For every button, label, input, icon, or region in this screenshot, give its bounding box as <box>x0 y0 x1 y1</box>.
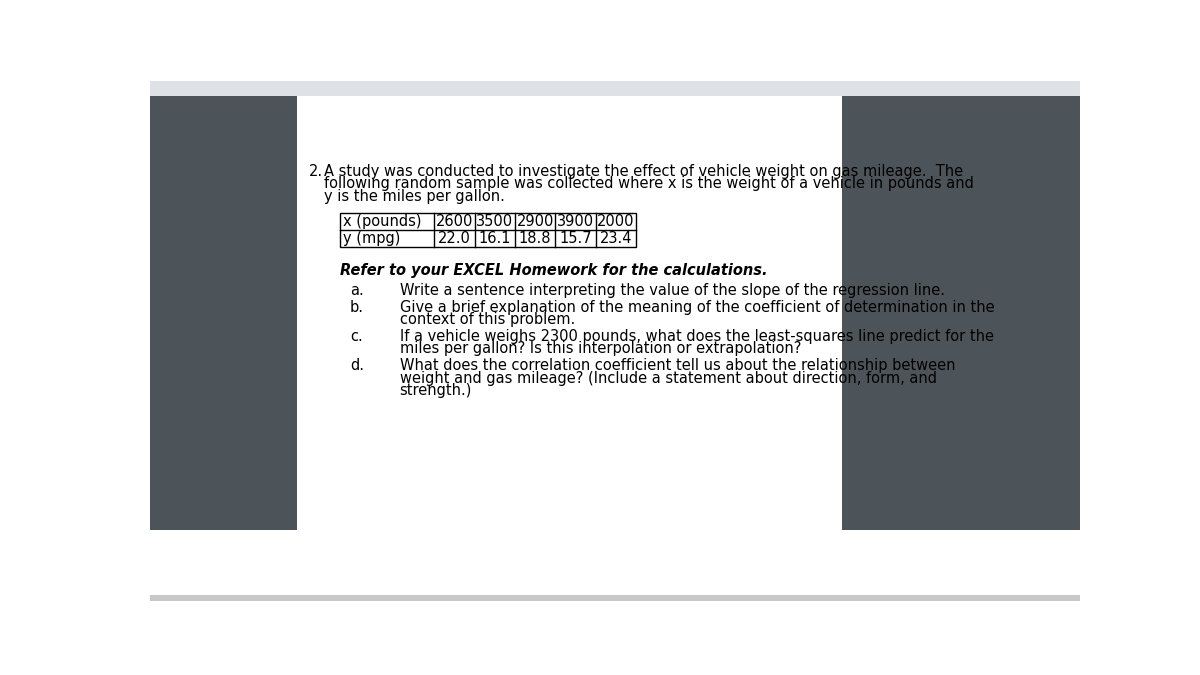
Bar <box>150 595 1080 601</box>
Text: strength.): strength.) <box>400 383 472 398</box>
Bar <box>842 97 1080 530</box>
Text: 2900: 2900 <box>516 215 554 230</box>
Text: y (mpg): y (mpg) <box>343 232 401 246</box>
Text: A study was conducted to investigate the effect of vehicle weight on gas mileage: A study was conducted to investigate the… <box>324 164 964 179</box>
Text: following random sample was collected where x is the weight of a vehicle in poun: following random sample was collected wh… <box>324 176 974 192</box>
Bar <box>298 97 842 530</box>
Text: miles per gallon? Is this interpolation or extrapolation?: miles per gallon? Is this interpolation … <box>400 342 800 356</box>
Bar <box>340 213 636 247</box>
Text: What does the correlation coefficient tell us about the relationship between: What does the correlation coefficient te… <box>400 358 955 373</box>
Text: 18.8: 18.8 <box>518 232 552 246</box>
Text: context of this problem.: context of this problem. <box>400 312 575 327</box>
Bar <box>150 81 1080 97</box>
Text: 3900: 3900 <box>557 215 594 230</box>
Text: 15.7: 15.7 <box>559 232 592 246</box>
Text: b.: b. <box>350 300 364 315</box>
Text: If a vehicle weighs 2300 pounds, what does the least-squares line predict for th: If a vehicle weighs 2300 pounds, what do… <box>400 329 994 344</box>
Text: Refer to your EXCEL Homework for the calculations.: Refer to your EXCEL Homework for the cal… <box>340 263 767 277</box>
Bar <box>150 530 1080 601</box>
Text: 2.: 2. <box>308 164 323 179</box>
Text: Give a brief explanation of the meaning of the coefficient of determination in t: Give a brief explanation of the meaning … <box>400 300 994 315</box>
Text: c.: c. <box>350 329 362 344</box>
Text: 2600: 2600 <box>436 215 473 230</box>
Text: a.: a. <box>350 283 364 298</box>
Text: d.: d. <box>350 358 364 373</box>
Text: 2000: 2000 <box>598 215 635 230</box>
Bar <box>150 97 298 530</box>
Text: 23.4: 23.4 <box>600 232 632 246</box>
Text: 22.0: 22.0 <box>438 232 472 246</box>
Text: 3500: 3500 <box>476 215 514 230</box>
Text: y is the miles per gallon.: y is the miles per gallon. <box>324 189 505 204</box>
Text: 16.1: 16.1 <box>479 232 511 246</box>
Text: x (pounds): x (pounds) <box>343 215 421 230</box>
Text: Write a sentence interpreting the value of the slope of the regression line.: Write a sentence interpreting the value … <box>400 283 944 298</box>
Text: weight and gas mileage? (Include a statement about direction, form, and: weight and gas mileage? (Include a state… <box>400 371 936 385</box>
